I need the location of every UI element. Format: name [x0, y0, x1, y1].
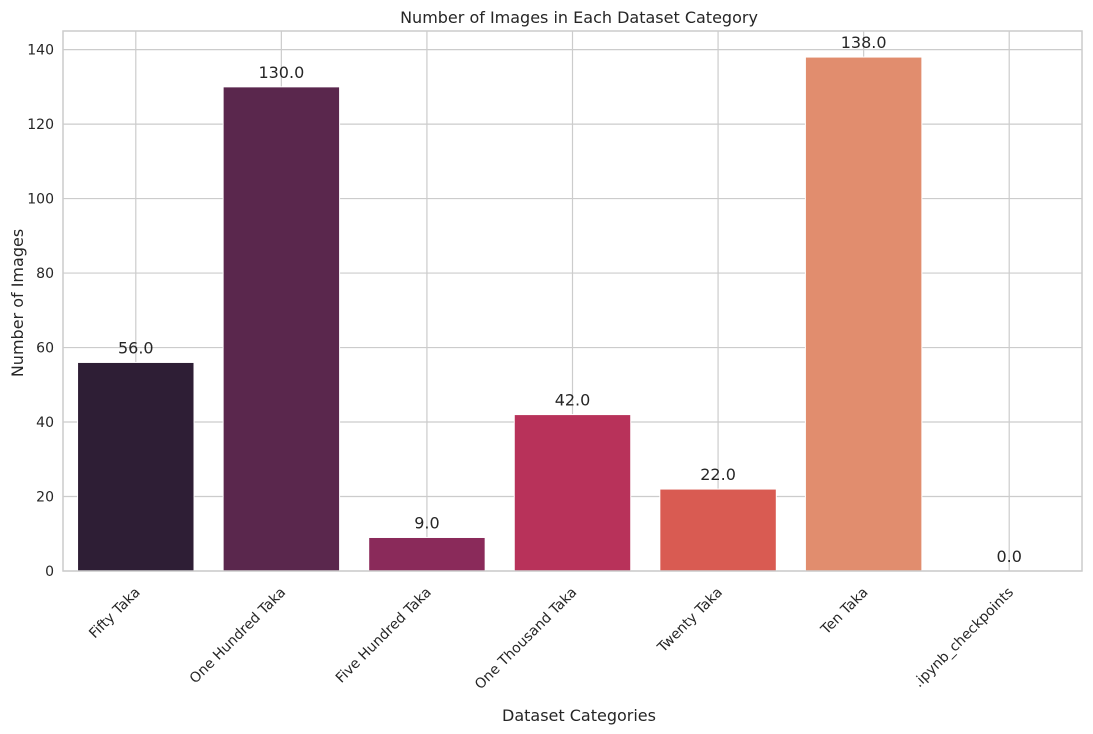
bar-value-label: 0.0 [996, 547, 1021, 566]
y-tick-label: 0 [45, 564, 54, 580]
bar [77, 361, 195, 572]
bar-value-label: 22.0 [700, 465, 736, 484]
bar-value-label: 42.0 [555, 391, 591, 410]
bar [513, 414, 632, 572]
bar [368, 536, 486, 572]
bar [804, 56, 923, 572]
y-tick-label: 100 [27, 192, 54, 208]
bar-value-labels: 56.0 130.0 9.0 42.0 22.0 138.0 0.0 [118, 33, 1022, 566]
y-tick-label: 20 [36, 490, 54, 506]
bars-layer [77, 56, 923, 572]
y-tick-label: 140 [27, 43, 54, 59]
plot-frame [62, 30, 1083, 572]
y-tick-label: 80 [36, 266, 54, 282]
bar [222, 86, 341, 572]
y-tick-label: 40 [36, 415, 54, 431]
bar-value-label: 138.0 [841, 33, 887, 52]
bar [659, 488, 777, 572]
y-tick-label: 120 [27, 117, 54, 133]
y-tick-labels: 0 20 40 60 80 100 120 140 [27, 43, 54, 580]
bar-value-label: 9.0 [414, 513, 439, 532]
y-tick-label: 60 [36, 341, 54, 357]
y-axis-label: Number of Images [8, 229, 27, 377]
bar-value-label: 130.0 [258, 63, 304, 82]
chart-title: Number of Images in Each Dataset Categor… [400, 8, 758, 27]
bar-value-label: 56.0 [118, 338, 154, 357]
x-axis-label: Dataset Categories [502, 706, 656, 725]
